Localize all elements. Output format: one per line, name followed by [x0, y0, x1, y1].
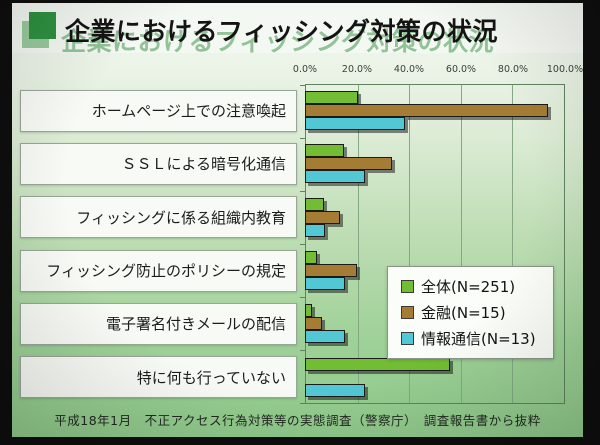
chart-row: 電子署名付きメールの配信 — [20, 297, 565, 350]
chart-rows: ホームページ上での注意喚起 ＳＳＬによる暗号化通信 フィッシングに係る組織内教育 フィ… — [20, 84, 565, 404]
bar-group — [305, 357, 565, 397]
bar-overall — [305, 144, 344, 158]
chart-row: フィッシング防止のポリシーの規定 — [20, 244, 565, 297]
chart-row: フィッシングに係る組織内教育 — [20, 191, 565, 244]
legend-swatch-finance — [401, 306, 414, 319]
bar-finance — [305, 104, 548, 118]
bar-overall — [305, 197, 324, 211]
legend-item-overall: 全体(N=251) — [401, 276, 547, 297]
bar-info-telecom — [305, 117, 406, 131]
source-note: 平成18年1月 不正アクセス行為対策等の実態調査（警察庁） 調査報告書から抜粋 — [54, 413, 541, 428]
x-axis-tick-label: 80.0% — [497, 64, 529, 75]
bar-info-telecom — [305, 383, 366, 397]
x-axis-tick-label: 40.0% — [393, 64, 425, 75]
title-band — [12, 3, 583, 53]
legend-item-finance: 金融(N=15) — [401, 302, 547, 323]
bar-overall — [305, 304, 313, 318]
category-label: 電子署名付きメールの配信 — [20, 302, 297, 345]
bar-info-telecom — [305, 170, 366, 184]
y-axis-tick — [300, 297, 306, 298]
plot-area — [300, 84, 565, 404]
bar-finance — [305, 317, 323, 331]
x-axis-tick-label: 0.0% — [292, 64, 318, 75]
legend-label-overall: 全体(N=251) — [421, 278, 516, 296]
bar-finance — [305, 210, 340, 224]
x-axis-tick-label: 100.0% — [546, 64, 584, 75]
slide: 企業におけるフィッシング対策の状況 企業におけるフィッシング対策の状況 0.0%… — [12, 3, 583, 437]
legend-label-finance: 金融(N=15) — [421, 304, 506, 322]
gridline — [409, 85, 411, 403]
bar-overall — [305, 357, 451, 371]
page-title: 企業におけるフィッシング対策の状況 — [65, 17, 499, 46]
legend-item-info-telecom: 情報通信(N=13) — [401, 328, 547, 349]
legend-swatch-info-telecom — [401, 332, 414, 345]
gridline — [357, 85, 359, 403]
y-axis-tick — [300, 138, 306, 139]
x-axis-tick-labels: 0.0% 20.0% 40.0% 60.0% 80.0% 100.0% — [293, 64, 583, 77]
gridline — [512, 85, 514, 403]
chart-row: ホームページ上での注意喚起 — [20, 84, 565, 137]
y-axis-tick — [300, 350, 306, 351]
bar-info-telecom — [305, 277, 346, 291]
chart-row: 特に何も行っていない — [20, 351, 565, 404]
chart-row: ＳＳＬによる暗号化通信 — [20, 137, 565, 190]
bar-finance — [305, 264, 357, 278]
bar-group — [305, 144, 565, 184]
legend-label-info-telecom: 情報通信(N=13) — [421, 330, 536, 348]
title-bullet-icon — [29, 12, 56, 39]
category-label: ホームページ上での注意喚起 — [20, 89, 297, 132]
x-axis-tick-label: 20.0% — [341, 64, 373, 75]
y-axis-tick — [300, 244, 306, 245]
bar-finance — [305, 157, 392, 171]
legend: 全体(N=251) 金融(N=15) 情報通信(N=13) — [387, 266, 554, 359]
bar-group — [305, 197, 565, 237]
bar-overall — [305, 251, 318, 265]
bar-overall — [305, 91, 358, 105]
category-label: 特に何も行っていない — [20, 356, 297, 399]
y-axis-tick — [300, 191, 306, 192]
bar-group — [305, 304, 565, 344]
bar-info-telecom — [305, 223, 326, 237]
legend-swatch-overall — [401, 280, 414, 293]
category-label: フィッシング防止のポリシーの規定 — [20, 249, 297, 292]
x-axis-tick-label: 60.0% — [445, 64, 477, 75]
bar-group — [305, 91, 565, 131]
y-axis-tick — [300, 85, 306, 86]
category-label: フィッシングに係る組織内教育 — [20, 196, 297, 239]
category-label: ＳＳＬによる暗号化通信 — [20, 142, 297, 185]
y-axis-tick — [300, 403, 306, 404]
page-title-shadow: 企業におけるフィッシング対策の状況 — [61, 27, 495, 56]
gridline — [460, 85, 462, 403]
bar-group — [305, 251, 565, 291]
bar-info-telecom — [305, 330, 346, 344]
